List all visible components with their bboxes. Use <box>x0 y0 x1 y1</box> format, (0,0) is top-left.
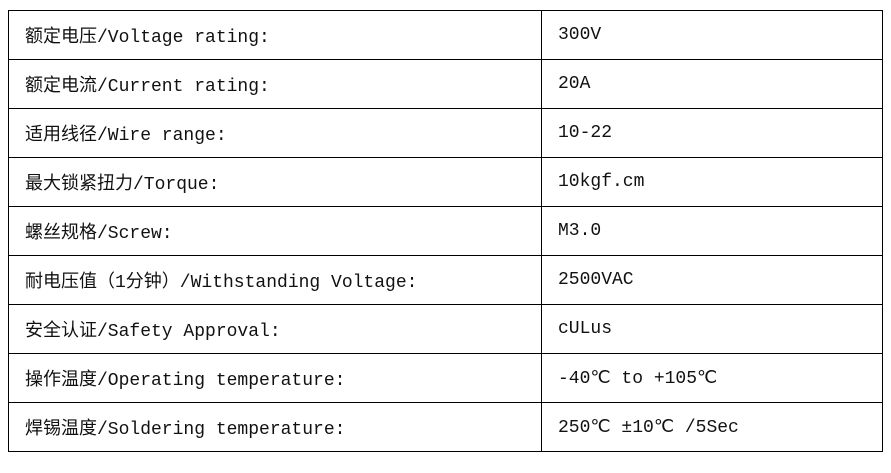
spec-label: 最大锁紧扭力/Torque: <box>8 157 542 207</box>
spec-label: 操作温度/Operating temperature: <box>8 353 542 403</box>
table-row: 额定电流/Current rating: 20A <box>8 59 883 109</box>
spec-value: M3.0 <box>541 206 883 256</box>
spec-value: 250℃ ±10℃ /5Sec <box>541 402 883 452</box>
spec-value: -40℃ to +105℃ <box>541 353 883 403</box>
spec-value: 10kgf.cm <box>541 157 883 207</box>
spec-table: 额定电压/Voltage rating: 300V 额定电流/Current rat… <box>8 10 883 452</box>
spec-label: 螺丝规格/Screw: <box>8 206 542 256</box>
spec-label: 耐电压值（1分钟）/Withstanding Voltage: <box>8 255 542 305</box>
spec-label: 额定电流/Current rating: <box>8 59 542 109</box>
spec-value: 300V <box>541 10 883 60</box>
table-row: 适用线径/Wire range: 10-22 <box>8 108 883 158</box>
table-row: 最大锁紧扭力/Torque: 10kgf.cm <box>8 157 883 207</box>
spec-label: 焊锡温度/Soldering temperature: <box>8 402 542 452</box>
table-row: 螺丝规格/Screw: M3.0 <box>8 206 883 256</box>
table-row: 安全认证/Safety Approval: cULus <box>8 304 883 354</box>
table-row: 额定电压/Voltage rating: 300V <box>8 10 883 60</box>
spec-value: cULus <box>541 304 883 354</box>
table-row: 操作温度/Operating temperature: -40℃ to +105℃ <box>8 353 883 403</box>
spec-label: 额定电压/Voltage rating: <box>8 10 542 60</box>
spec-value: 2500VAC <box>541 255 883 305</box>
table-row: 焊锡温度/Soldering temperature: 250℃ ±10℃ /5S… <box>8 402 883 452</box>
table-row: 耐电压值（1分钟）/Withstanding Voltage: 2500VAC <box>8 255 883 305</box>
spec-value: 10-22 <box>541 108 883 158</box>
spec-value: 20A <box>541 59 883 109</box>
spec-label: 适用线径/Wire range: <box>8 108 542 158</box>
spec-label: 安全认证/Safety Approval: <box>8 304 542 354</box>
